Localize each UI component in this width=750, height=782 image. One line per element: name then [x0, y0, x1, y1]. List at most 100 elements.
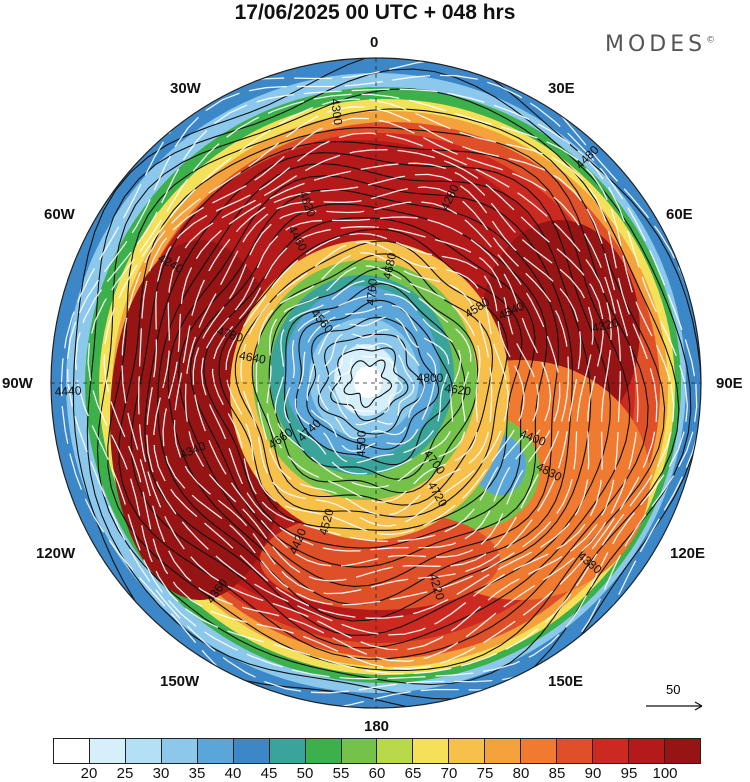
wind-streamline [66, 74, 698, 694]
colorbar-swatch [161, 739, 198, 763]
colorbar-tick-label: 70 [440, 765, 458, 782]
height-contour [234, 240, 508, 518]
height-contour [343, 359, 393, 408]
height-contour [118, 127, 649, 660]
wind-speed-field: 4800474047604700464045804520446044004340… [51, 58, 701, 708]
arrow-right-icon [646, 701, 703, 711]
wind-streamline [266, 265, 481, 503]
wind-streamline [162, 162, 594, 606]
wind-streamline [225, 232, 525, 536]
wind-streamline [211, 226, 540, 542]
colorbar-tick-label: 80 [512, 765, 530, 782]
colorbar-tick-label: 60 [368, 765, 386, 782]
wind-streamline [153, 149, 604, 619]
height-contour [203, 217, 536, 549]
colorbar-tick-label: 90 [584, 765, 602, 782]
colorbar-swatch [413, 739, 450, 763]
colorbar-swatch [593, 739, 629, 763]
wind-streamline [87, 93, 675, 675]
wind-streamline [103, 98, 658, 670]
contour-label: 4440 [54, 383, 82, 398]
colorbar-swatch [377, 739, 414, 763]
colorbar-tick-label: 55 [332, 765, 350, 782]
contour-label: 4760 [364, 278, 380, 306]
wind-streamline [146, 132, 612, 636]
reference-vector-label: 50 [666, 682, 681, 697]
colorbar-swatch [664, 739, 700, 763]
wind-streamline [200, 216, 552, 552]
wind-streamline [74, 88, 689, 680]
longitude-label-60e: 60E [666, 206, 693, 223]
colorbar [53, 738, 701, 764]
colorbar-tick-label: 25 [116, 765, 134, 782]
height-contour [284, 283, 466, 480]
colorbar-swatch [125, 739, 162, 763]
colorbar-tick-label: 100 [652, 765, 678, 782]
colorbar-swatch [305, 739, 342, 763]
longitude-label-180: 180 [364, 718, 390, 735]
colorbar-tick-label: 95 [620, 765, 638, 782]
colorbar-tick-label: 35 [188, 765, 206, 782]
contour-label: 4680 [380, 251, 399, 280]
wind-streamline [306, 316, 437, 452]
colorbar-swatch [197, 739, 234, 763]
colorbar-tick-label: 40 [224, 765, 242, 782]
longitude-label-60w: 60W [44, 206, 75, 223]
wind-streamline [326, 342, 415, 426]
colorbar-swatch [485, 739, 522, 763]
longitude-label-120e: 120E [670, 545, 706, 562]
brand-logo: MODES© [605, 32, 716, 57]
longitude-label-30e: 30E [548, 80, 575, 97]
colorbar-swatch [269, 739, 306, 763]
colorbar-swatch [557, 739, 594, 763]
height-contour [157, 163, 592, 622]
contour-label: 4500 [354, 430, 369, 457]
height-contour [306, 316, 440, 450]
longitude-label-90e: 90E [716, 375, 743, 392]
colorbar-swatch [54, 739, 90, 763]
contour-label: 4800 [417, 371, 444, 385]
colorbar-swatch [341, 739, 378, 763]
longitude-label-150e: 150E [548, 673, 584, 690]
map-border [50, 57, 702, 709]
wind-streamline [283, 293, 462, 475]
longitude-label-90w: 90W [2, 375, 33, 392]
colorbar-tick-label: 85 [548, 765, 566, 782]
map-title: 17/06/2025 00 UTC + 048 hrs [234, 1, 516, 24]
wind-streamline [294, 304, 450, 464]
colorbar-tick-label: 65 [404, 765, 422, 782]
contour-label: 4620 [444, 381, 473, 399]
wind-streamline [121, 106, 639, 662]
colorbar-swatch [521, 739, 558, 763]
wind-streamline [317, 329, 425, 439]
colorbar-tick-label: 30 [152, 765, 170, 782]
contour-label: 4320 [591, 315, 620, 335]
colorbar-swatch [629, 739, 665, 763]
colorbar-tick-label: 45 [260, 765, 278, 782]
wind-streamline [274, 279, 472, 489]
reference-wind-vector: 50 [640, 680, 710, 716]
height-contour [251, 253, 494, 506]
colorbar-tick-label: 20 [80, 765, 98, 782]
colorbar-tick-label: 50 [296, 765, 314, 782]
wind-streamline [137, 117, 622, 651]
height-contour [96, 88, 680, 686]
contour-label: 4300 [328, 98, 345, 127]
colorbar-swatch [233, 739, 270, 763]
colorbar-swatch [89, 739, 126, 763]
contour-label: 4640 [238, 348, 267, 366]
longitude-label-0: 0 [370, 34, 379, 51]
height-contour [107, 108, 666, 672]
wind-streamline [192, 201, 561, 567]
colorbar-swatch [449, 739, 486, 763]
longitude-label-150w: 150W [160, 673, 200, 690]
colorbar-tick-label: 75 [476, 765, 494, 782]
wind-streamline [255, 252, 493, 516]
longitude-label-30w: 30W [170, 80, 201, 97]
wind-streamline [337, 354, 403, 414]
contour-label: 4520 [316, 507, 337, 537]
wind-streamline [184, 186, 570, 582]
height-contour [218, 228, 523, 531]
wind-streamline [173, 173, 582, 595]
